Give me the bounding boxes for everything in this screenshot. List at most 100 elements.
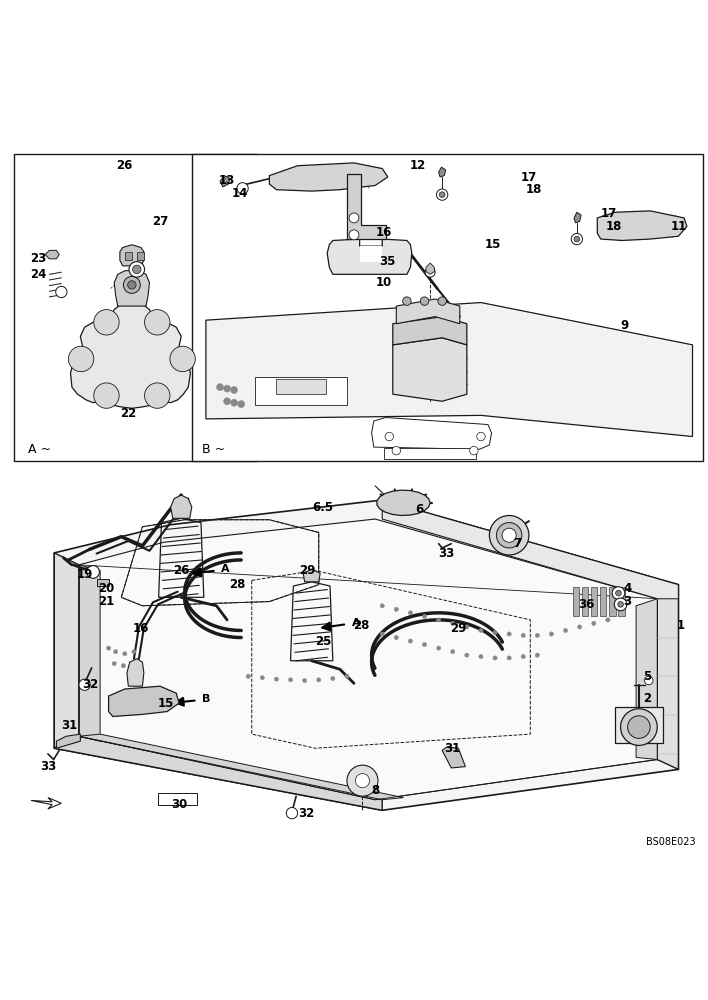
Circle shape bbox=[170, 346, 195, 372]
Text: 21: 21 bbox=[98, 595, 114, 608]
Circle shape bbox=[615, 598, 627, 611]
Circle shape bbox=[86, 566, 99, 578]
Bar bbox=[158, 793, 197, 805]
Circle shape bbox=[238, 401, 245, 408]
Circle shape bbox=[592, 621, 596, 626]
Circle shape bbox=[450, 621, 455, 626]
Text: 28: 28 bbox=[353, 619, 370, 632]
Circle shape bbox=[507, 632, 511, 636]
Circle shape bbox=[571, 233, 583, 245]
Circle shape bbox=[231, 386, 238, 394]
Text: 19: 19 bbox=[76, 568, 93, 581]
Polygon shape bbox=[269, 163, 388, 191]
Circle shape bbox=[274, 677, 278, 681]
Bar bbox=[619, 587, 624, 616]
Text: 8: 8 bbox=[371, 784, 379, 797]
Polygon shape bbox=[220, 176, 230, 187]
Text: 36: 36 bbox=[578, 598, 595, 611]
Circle shape bbox=[438, 297, 446, 305]
Text: 32: 32 bbox=[298, 807, 314, 820]
Text: 32: 32 bbox=[82, 678, 98, 691]
Polygon shape bbox=[79, 565, 100, 741]
Circle shape bbox=[79, 679, 90, 690]
Circle shape bbox=[423, 614, 427, 618]
Text: 11: 11 bbox=[670, 220, 687, 233]
Circle shape bbox=[469, 446, 478, 455]
Circle shape bbox=[106, 646, 110, 650]
Circle shape bbox=[69, 346, 93, 372]
Text: A: A bbox=[352, 618, 360, 628]
Circle shape bbox=[627, 716, 650, 738]
Text: 6: 6 bbox=[415, 503, 423, 516]
Circle shape bbox=[288, 678, 292, 682]
Circle shape bbox=[385, 432, 394, 441]
Circle shape bbox=[394, 635, 399, 640]
Polygon shape bbox=[327, 239, 412, 274]
Circle shape bbox=[132, 265, 141, 274]
Polygon shape bbox=[79, 734, 404, 800]
Text: 5: 5 bbox=[644, 670, 651, 683]
Circle shape bbox=[423, 642, 427, 647]
Circle shape bbox=[493, 656, 497, 660]
Polygon shape bbox=[114, 270, 149, 306]
Polygon shape bbox=[442, 747, 465, 768]
Bar bbox=[96, 579, 109, 586]
Circle shape bbox=[380, 632, 384, 636]
Text: 31: 31 bbox=[445, 742, 461, 755]
Text: 30: 30 bbox=[171, 798, 187, 811]
Text: 28: 28 bbox=[229, 578, 246, 591]
Circle shape bbox=[479, 628, 483, 633]
Circle shape bbox=[237, 183, 249, 194]
Circle shape bbox=[618, 602, 624, 607]
Bar bbox=[256, 377, 347, 405]
Circle shape bbox=[93, 383, 119, 408]
Bar bbox=[582, 587, 588, 616]
Circle shape bbox=[56, 286, 67, 298]
Circle shape bbox=[132, 650, 136, 654]
Circle shape bbox=[621, 709, 657, 745]
Circle shape bbox=[496, 523, 522, 548]
Polygon shape bbox=[31, 798, 62, 809]
Circle shape bbox=[535, 653, 539, 657]
Text: 15: 15 bbox=[157, 697, 174, 710]
Circle shape bbox=[224, 385, 231, 392]
Circle shape bbox=[479, 654, 483, 659]
Circle shape bbox=[507, 656, 511, 660]
Bar bbox=[276, 379, 326, 394]
Polygon shape bbox=[393, 317, 467, 345]
Polygon shape bbox=[55, 553, 79, 748]
Bar bbox=[610, 587, 616, 616]
Circle shape bbox=[122, 652, 127, 656]
Text: 7: 7 bbox=[513, 537, 521, 550]
Text: 9: 9 bbox=[620, 319, 628, 332]
Bar bbox=[615, 707, 663, 743]
Circle shape bbox=[426, 267, 435, 277]
Circle shape bbox=[347, 765, 378, 796]
Text: B ~: B ~ bbox=[202, 443, 226, 456]
Polygon shape bbox=[55, 736, 382, 810]
Polygon shape bbox=[127, 659, 144, 686]
Text: 4: 4 bbox=[624, 582, 632, 595]
Text: 15: 15 bbox=[485, 238, 501, 251]
Text: 6.5: 6.5 bbox=[312, 501, 333, 514]
Circle shape bbox=[574, 236, 580, 242]
Text: 26: 26 bbox=[173, 564, 190, 577]
Polygon shape bbox=[120, 245, 144, 266]
Circle shape bbox=[392, 446, 401, 455]
Polygon shape bbox=[439, 167, 445, 177]
Text: 17: 17 bbox=[601, 207, 617, 220]
Text: 25: 25 bbox=[315, 635, 331, 648]
Circle shape bbox=[144, 383, 170, 408]
Circle shape bbox=[564, 628, 568, 633]
Bar bbox=[573, 587, 579, 616]
Text: 3: 3 bbox=[624, 595, 632, 608]
Polygon shape bbox=[45, 250, 59, 259]
Text: 18: 18 bbox=[605, 220, 622, 233]
Polygon shape bbox=[396, 299, 459, 324]
Circle shape bbox=[644, 676, 653, 685]
Text: 16: 16 bbox=[133, 622, 149, 635]
Circle shape bbox=[612, 587, 624, 599]
Circle shape bbox=[129, 262, 144, 277]
Text: 17: 17 bbox=[521, 171, 537, 184]
Circle shape bbox=[549, 632, 554, 636]
